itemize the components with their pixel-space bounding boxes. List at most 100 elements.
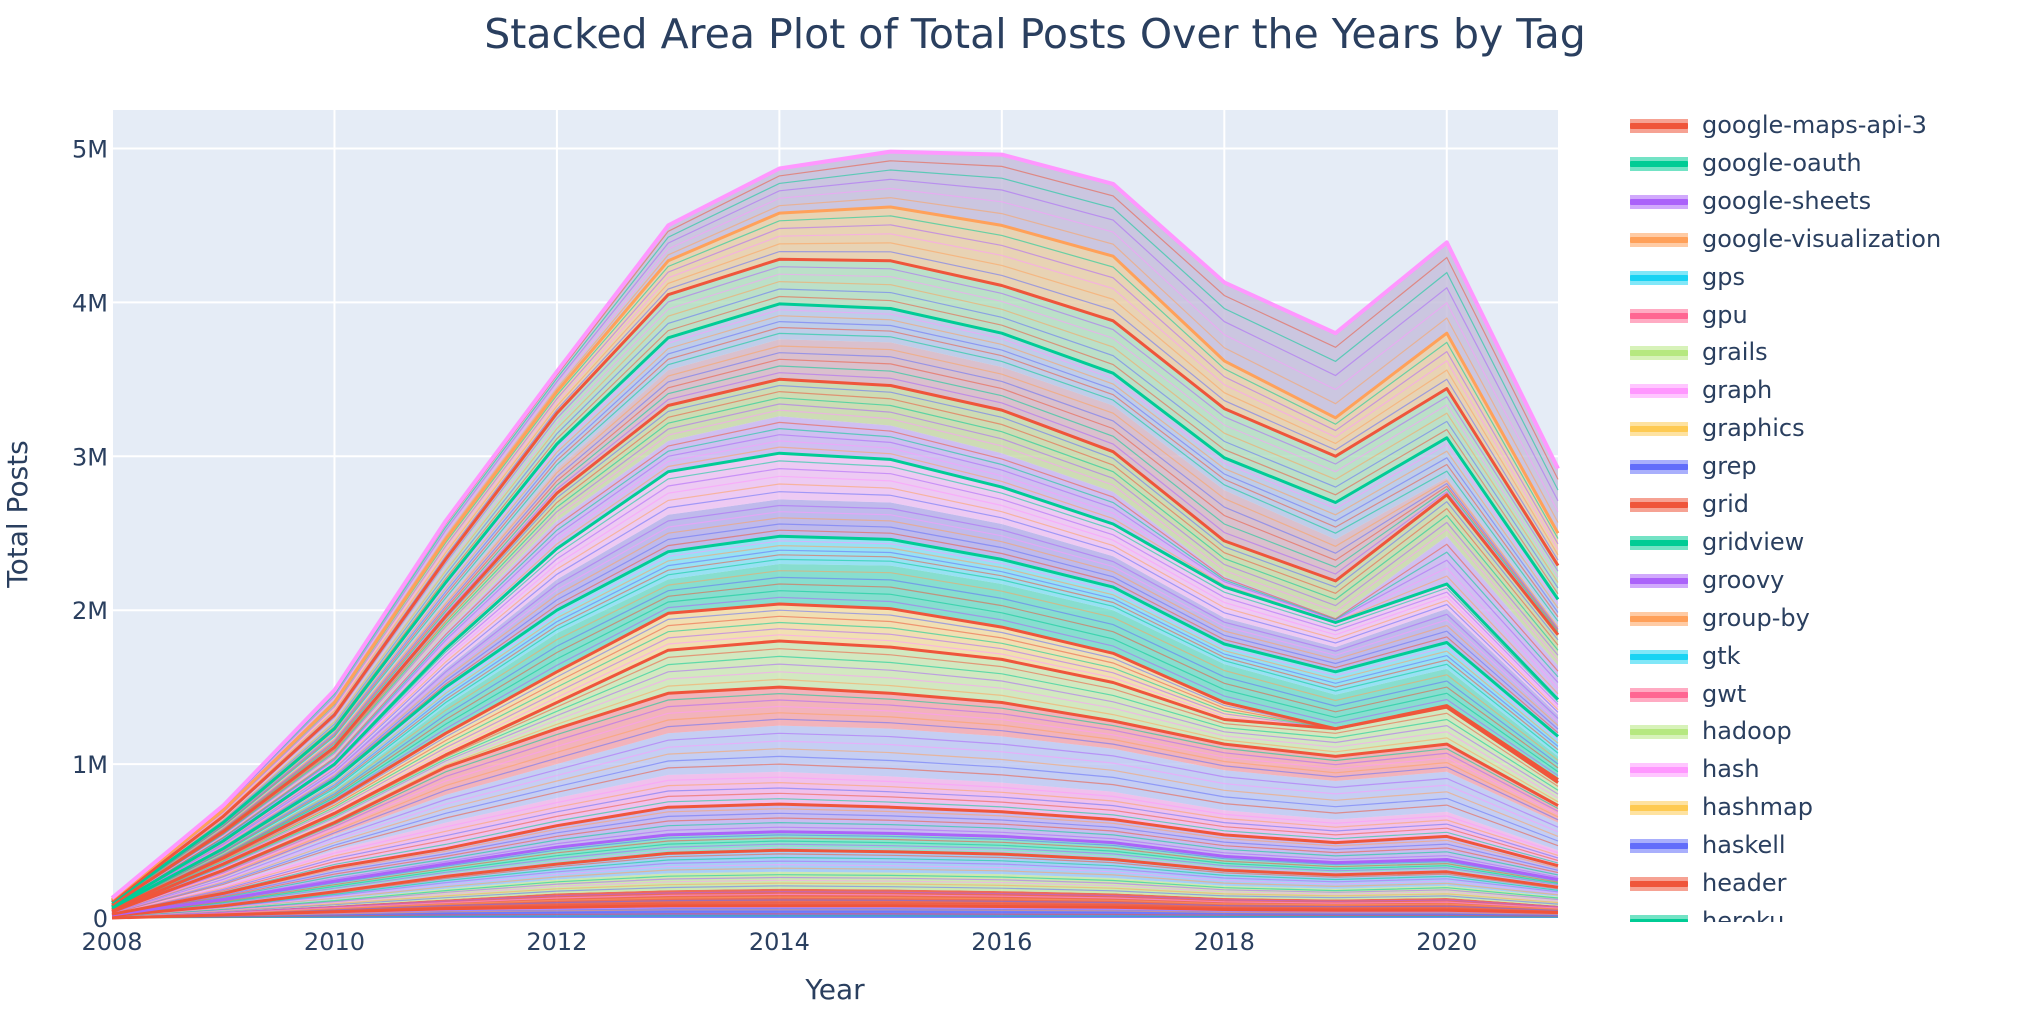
legend-swatch xyxy=(1630,346,1688,361)
series-line-4[interactable] xyxy=(111,802,1559,916)
series-line-5[interactable] xyxy=(111,685,1559,914)
legend-item[interactable]: heroku xyxy=(1630,902,2040,922)
area-striation xyxy=(111,596,1559,910)
series-line-1[interactable] xyxy=(111,904,1559,920)
series-line-9[interactable] xyxy=(111,451,1560,908)
x-tick-label: 2018 xyxy=(1194,928,1255,956)
series-line-6[interactable] xyxy=(111,639,1559,913)
legend-item[interactable]: graphics xyxy=(1630,409,2040,447)
legend-item[interactable]: groovy xyxy=(1630,561,2040,599)
area-band-8[interactable] xyxy=(112,725,1558,914)
legend-swatch-fill xyxy=(1630,725,1688,740)
legend-item[interactable]: gpu xyxy=(1630,296,2040,334)
area-striation xyxy=(111,483,1559,908)
area-striation xyxy=(111,491,1559,908)
legend-item[interactable]: gps xyxy=(1630,258,2040,296)
x-tick-label: 2010 xyxy=(304,928,365,956)
area-striation xyxy=(111,365,1559,906)
legend-item[interactable]: gridview xyxy=(1630,523,2040,561)
legend-item[interactable]: google-maps-api-3 xyxy=(1630,106,2040,144)
legend-item[interactable]: grails xyxy=(1630,333,2040,371)
legend-swatch xyxy=(1630,194,1688,209)
area-striation xyxy=(111,288,1559,903)
legend-item[interactable]: grid xyxy=(1630,485,2040,523)
area-band-18[interactable] xyxy=(112,339,1558,905)
legend-item[interactable]: gwt xyxy=(1630,675,2040,713)
legend-item[interactable]: grep xyxy=(1630,447,2040,485)
area-striation xyxy=(111,821,1559,916)
legend-swatch-fill xyxy=(1630,763,1688,778)
legend-swatch xyxy=(1630,573,1688,588)
area-striation xyxy=(111,781,1559,915)
legend-label: google-oauth xyxy=(1702,148,1862,177)
legend-label: group-by xyxy=(1702,603,1810,632)
series-line-14[interactable] xyxy=(110,149,1560,900)
legend-swatch xyxy=(1630,384,1688,399)
area-band-21[interactable] xyxy=(112,207,1558,902)
legend-swatch-fill xyxy=(1630,270,1688,285)
legend-item[interactable]: hash xyxy=(1630,750,2040,788)
legend-swatch xyxy=(1630,535,1688,550)
area-striation xyxy=(111,295,1559,903)
legend-swatch-fill xyxy=(1630,194,1688,209)
legend-item[interactable]: hadoop xyxy=(1630,712,2040,750)
area-striation xyxy=(111,893,1559,919)
area-striation xyxy=(111,523,1559,909)
legend-item[interactable]: google-oauth xyxy=(1630,144,2040,182)
legend[interactable]: google-maps-api-3 google-oauth google-shee… xyxy=(1630,106,2040,922)
legend-swatch-fill xyxy=(1630,687,1688,702)
legend-item[interactable]: google-sheets xyxy=(1630,182,2040,220)
area-striation xyxy=(111,834,1559,916)
legend-swatch-fill xyxy=(1630,460,1688,475)
area-striation xyxy=(111,233,1559,901)
series-line-10[interactable] xyxy=(111,377,1560,907)
series-line-3[interactable] xyxy=(111,830,1559,917)
legend-item[interactable]: google-visualization xyxy=(1630,220,2040,258)
area-striation xyxy=(111,705,1559,913)
series-line-2[interactable] xyxy=(111,848,1559,918)
area-striation xyxy=(111,242,1559,902)
area-striation xyxy=(111,763,1559,914)
legend-label: hadoop xyxy=(1702,717,1792,746)
legend-item[interactable]: group-by xyxy=(1630,599,2040,637)
series-line-11[interactable] xyxy=(111,302,1560,904)
legend-swatch-fill xyxy=(1630,384,1688,399)
series-line-12[interactable] xyxy=(111,257,1560,903)
legend-item[interactable]: graph xyxy=(1630,371,2040,409)
area-striation xyxy=(111,273,1559,903)
series-line-13[interactable] xyxy=(111,205,1560,901)
y-axis-title: Total Posts xyxy=(1,440,34,588)
area-band-7[interactable] xyxy=(112,771,1558,915)
series-line-8[interactable] xyxy=(111,534,1559,910)
area-striation xyxy=(111,434,1559,907)
area-striation xyxy=(111,718,1559,914)
area-band-5[interactable] xyxy=(112,831,1558,916)
area-striation xyxy=(111,397,1559,906)
area-striation xyxy=(111,315,1559,904)
area-striation xyxy=(111,890,1559,918)
legend-label: gtk xyxy=(1702,641,1741,670)
area-striation xyxy=(111,390,1559,906)
legend-label: heroku xyxy=(1702,906,1785,922)
legend-swatch xyxy=(1630,119,1688,133)
legend-swatch-fill xyxy=(1630,422,1688,437)
area-striation xyxy=(111,882,1559,918)
legend-item[interactable]: haskell xyxy=(1630,826,2040,864)
area-striation xyxy=(111,776,1559,915)
x-tick-label: 2012 xyxy=(526,928,587,956)
legend-item[interactable]: header xyxy=(1630,864,2040,902)
area-striation xyxy=(111,913,1559,919)
area-striation xyxy=(111,671,1559,913)
area-band-9[interactable] xyxy=(112,687,1558,913)
legend-item[interactable]: gtk xyxy=(1630,637,2040,675)
legend-swatch-fill xyxy=(1630,801,1688,816)
area-band-19[interactable] xyxy=(112,303,1558,905)
legend-swatch xyxy=(1630,763,1688,778)
legend-item[interactable]: hashmap xyxy=(1630,788,2040,826)
legend-label: grep xyxy=(1702,452,1757,481)
legend-label: groovy xyxy=(1702,565,1785,594)
series-line-7[interactable] xyxy=(111,602,1559,911)
area-striation xyxy=(111,712,1559,913)
legend-swatch xyxy=(1630,649,1688,664)
legend-label: google-maps-api-3 xyxy=(1702,111,1927,139)
